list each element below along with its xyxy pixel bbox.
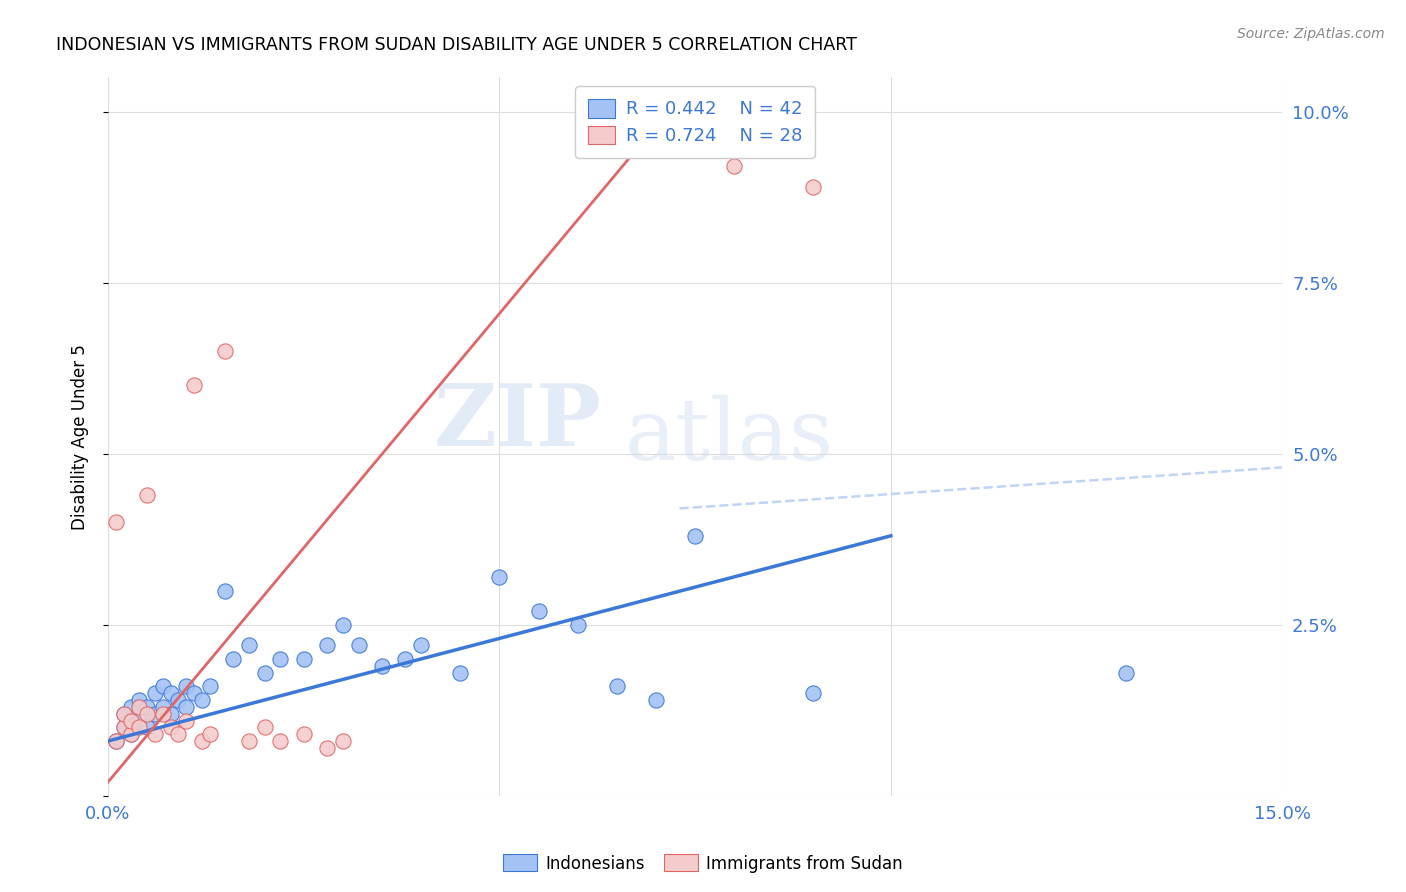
Point [112,720,135,734]
Point [143,706,166,721]
Point [128,693,150,707]
Point [683,529,706,543]
Point [167,693,190,707]
Text: atlas: atlas [624,395,834,478]
Point [411,638,433,652]
Point [136,720,159,734]
Point [174,699,197,714]
Point [191,693,214,707]
Point [292,652,315,666]
Point [121,727,143,741]
Y-axis label: Disability Age Under 5: Disability Age Under 5 [72,343,89,530]
Point [801,686,824,700]
Point [136,488,159,502]
Point [222,652,245,666]
Point [198,727,221,741]
Point [488,570,510,584]
Point [121,727,143,741]
Point [159,706,181,721]
Point [238,638,260,652]
Point [152,679,174,693]
Legend: Indonesians, Immigrants from Sudan: Indonesians, Immigrants from Sudan [496,847,910,880]
Point [183,686,205,700]
Point [152,706,174,721]
Point [449,665,471,680]
Point [198,679,221,693]
Text: ZIP: ZIP [433,380,602,464]
Point [104,515,127,529]
Point [174,679,197,693]
Point [316,638,339,652]
Point [269,652,291,666]
Point [128,714,150,728]
Point [112,720,135,734]
Point [112,706,135,721]
Point [214,344,236,359]
Point [332,734,354,748]
Legend: R = 0.442    N = 42, R = 0.724    N = 28: R = 0.442 N = 42, R = 0.724 N = 28 [575,87,815,158]
Point [332,617,354,632]
Point [214,583,236,598]
Point [253,665,276,680]
Point [112,706,135,721]
Point [527,604,550,618]
Point [159,720,181,734]
Point [136,706,159,721]
Point [347,638,370,652]
Point [645,693,668,707]
Point [159,686,181,700]
Point [167,727,190,741]
Point [128,720,150,734]
Point [606,679,628,693]
Point [801,180,824,194]
Point [174,714,197,728]
Point [292,727,315,741]
Point [104,734,127,748]
Point [136,699,159,714]
Point [143,686,166,700]
Point [143,727,166,741]
Text: Source: ZipAtlas.com: Source: ZipAtlas.com [1237,27,1385,41]
Point [253,720,276,734]
Point [238,734,260,748]
Text: INDONESIAN VS IMMIGRANTS FROM SUDAN DISABILITY AGE UNDER 5 CORRELATION CHART: INDONESIAN VS IMMIGRANTS FROM SUDAN DISA… [56,36,858,54]
Point [394,652,416,666]
Point [371,658,394,673]
Point [152,699,174,714]
Point [183,378,205,392]
Point [316,740,339,755]
Point [104,734,127,748]
Point [128,699,150,714]
Point [121,714,143,728]
Point [121,699,143,714]
Point [191,734,214,748]
Point [645,132,668,146]
Point [1115,665,1137,680]
Point [567,617,589,632]
Point [269,734,291,748]
Point [723,160,745,174]
